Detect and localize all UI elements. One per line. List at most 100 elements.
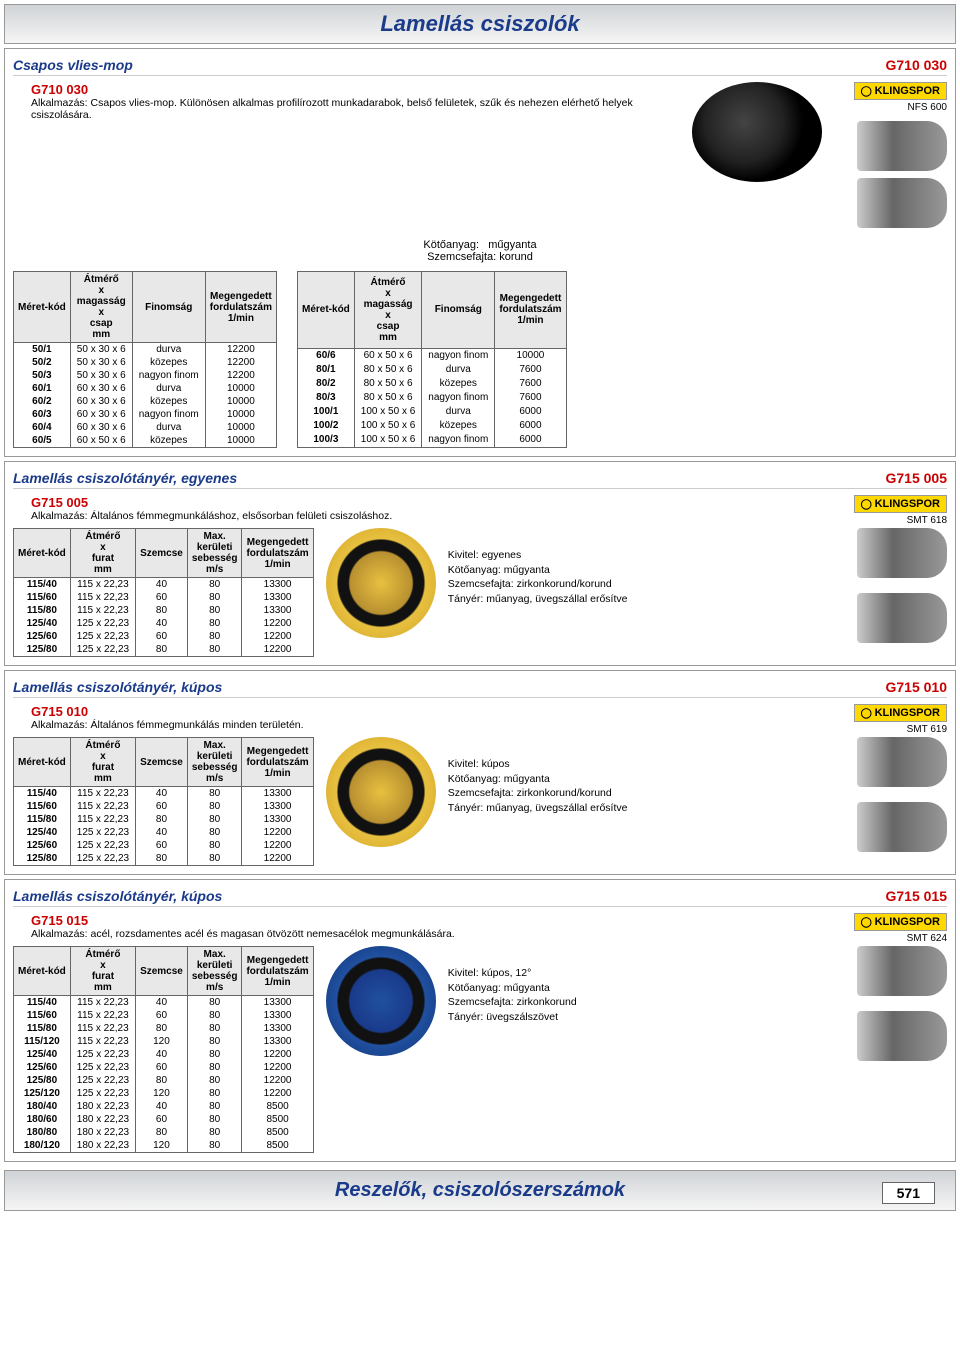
brand-block: KLINGSPOR SMT 619 xyxy=(854,704,947,735)
table-cell: 125 x 22,23 xyxy=(70,643,135,657)
table-cell: 12200 xyxy=(205,343,276,357)
table-cell: 80 xyxy=(187,839,242,852)
table-header: Szemcse xyxy=(136,947,188,996)
table-cell: 125/60 xyxy=(14,839,71,852)
table-cell: durva xyxy=(422,405,495,419)
table-header: Méret-kód xyxy=(14,738,71,787)
table-header: Megengedettfordulatszám1/min xyxy=(242,738,313,787)
table-header: Átmérőxfuratmm xyxy=(70,738,135,787)
table-cell: 115/80 xyxy=(14,813,71,826)
table-cell: 125/80 xyxy=(14,1074,71,1087)
brand-badge: KLINGSPOR xyxy=(854,82,947,100)
table-cell: durva xyxy=(132,421,205,434)
info-label: Tányér: xyxy=(448,593,484,605)
table-cell: 60/3 xyxy=(14,408,71,421)
table-row: 50/350 x 30 x 6nagyon finom12200 xyxy=(14,369,277,382)
table-cell: 6000 xyxy=(495,433,566,448)
page-title: Lamellás csiszolók xyxy=(4,4,956,44)
table-cell: 80/3 xyxy=(298,391,355,405)
info-label: Kivitel: xyxy=(448,758,479,770)
info-label: Kötőanyag: xyxy=(448,982,501,994)
table-cell: 7600 xyxy=(495,363,566,377)
table-row: 115/40115 x 22,23408013300 xyxy=(14,578,314,592)
page-footer: Reszelők, csiszolószerszámok 571 xyxy=(4,1170,956,1211)
section-title: Lamellás csiszolótányér, kúpos xyxy=(13,679,222,695)
spec-table-left: Méret-kódÁtmérőxmagasságxcsapmmFinomságM… xyxy=(13,271,277,448)
meta-label: Kötőanyag: xyxy=(423,239,479,251)
table-row: 60/460 x 30 x 6durva10000 xyxy=(14,421,277,434)
table-cell: 125/60 xyxy=(14,1061,71,1074)
info-value: kúpos xyxy=(482,758,510,770)
tool-icon xyxy=(857,593,947,643)
tool-icon xyxy=(857,121,947,171)
table-cell: 125/60 xyxy=(14,630,71,643)
table-header: Max.kerületisebességm/s xyxy=(187,738,242,787)
section-title: Lamellás csiszolótányér, egyenes xyxy=(13,470,237,486)
table-header: Átmérőxfuratmm xyxy=(70,529,135,578)
brand-sub: NFS 600 xyxy=(854,102,947,113)
table-row: 80/280 x 50 x 6közepes7600 xyxy=(298,377,567,391)
table-cell: 180/40 xyxy=(14,1100,71,1113)
table-cell: durva xyxy=(422,363,495,377)
info-label: Kivitel: xyxy=(448,549,479,561)
table-cell: 13300 xyxy=(242,800,313,813)
table-header: Átmérőxmagasságxcsapmm xyxy=(354,272,421,349)
table-cell: 13300 xyxy=(242,1009,313,1022)
table-cell: 100/3 xyxy=(298,433,355,448)
table-cell: nagyon finom xyxy=(422,391,495,405)
section-code: G715 010 xyxy=(886,679,948,695)
table-header: Méret-kód xyxy=(14,947,71,996)
section-g715-010: Lamellás csiszolótányér, kúpos G715 010 … xyxy=(4,670,956,875)
product-code: G715 010 xyxy=(13,704,947,719)
table-cell: 80 xyxy=(187,996,242,1010)
info-value: üvegszálszövet xyxy=(486,1011,558,1023)
table-cell: 13300 xyxy=(242,1035,313,1048)
table-cell: nagyon finom xyxy=(132,408,205,421)
table-cell: 40 xyxy=(136,787,188,801)
spec-table: Méret-kódÁtmérőxfuratmmSzemcseMax.kerüle… xyxy=(13,737,314,866)
table-cell: 80/1 xyxy=(298,363,355,377)
table-cell: 40 xyxy=(136,617,188,630)
table-cell: 12200 xyxy=(242,1087,313,1100)
table-cell: 12200 xyxy=(242,826,313,839)
info-label: Tányér: xyxy=(448,802,484,814)
brand-badge: KLINGSPOR xyxy=(854,704,947,722)
table-cell: 115/60 xyxy=(14,800,71,813)
table-cell: 8500 xyxy=(242,1113,313,1126)
table-cell: 115 x 22,23 xyxy=(70,787,135,801)
table-row: 115/80115 x 22,23808013300 xyxy=(14,1022,314,1035)
table-header: Max.kerületisebességm/s xyxy=(187,529,242,578)
meta-label: Szemcsefajta: xyxy=(427,251,496,263)
table-cell: 180/80 xyxy=(14,1126,71,1139)
table-header: Méret-kód xyxy=(14,272,71,343)
product-desc: Alkalmazás: Általános fémmegmunkáláshoz,… xyxy=(13,510,947,522)
table-row: 115/80115 x 22,23808013300 xyxy=(14,813,314,826)
table-cell: 80 xyxy=(187,617,242,630)
table-row: 100/3100 x 50 x 6nagyon finom6000 xyxy=(298,433,567,448)
table-cell: 115/40 xyxy=(14,787,71,801)
table-cell: 80 xyxy=(187,1022,242,1035)
table-cell: 13300 xyxy=(242,1022,313,1035)
table-row: 50/250 x 30 x 6közepes12200 xyxy=(14,356,277,369)
table-cell: 60 xyxy=(136,1113,188,1126)
table-row: 115/40115 x 22,23408013300 xyxy=(14,787,314,801)
table-cell: 125/40 xyxy=(14,1048,71,1061)
table-row: 125/60125 x 22,23608012200 xyxy=(14,839,314,852)
table-cell: 40 xyxy=(136,826,188,839)
info-label: Szemcsefajta: xyxy=(448,996,514,1008)
table-header: Megengedettfordulatszám1/min xyxy=(205,272,276,343)
table-cell: 100 x 50 x 6 xyxy=(354,405,421,419)
info-label: Kötőanyag: xyxy=(448,773,501,785)
table-cell: 80 xyxy=(136,1126,188,1139)
table-cell: 60 x 30 x 6 xyxy=(70,421,132,434)
table-cell: 80 x 50 x 6 xyxy=(354,377,421,391)
brand-block: KLINGSPOR SMT 618 xyxy=(854,495,947,526)
table-cell: 10000 xyxy=(205,421,276,434)
table-cell: 180 x 22,23 xyxy=(70,1113,135,1126)
table-cell: 50 x 30 x 6 xyxy=(70,369,132,382)
section-code: G710 030 xyxy=(886,57,948,73)
table-cell: 80 xyxy=(187,1087,242,1100)
table-cell: 50 x 30 x 6 xyxy=(70,356,132,369)
table-cell: 125 x 22,23 xyxy=(70,1087,135,1100)
table-cell: 12200 xyxy=(242,1074,313,1087)
